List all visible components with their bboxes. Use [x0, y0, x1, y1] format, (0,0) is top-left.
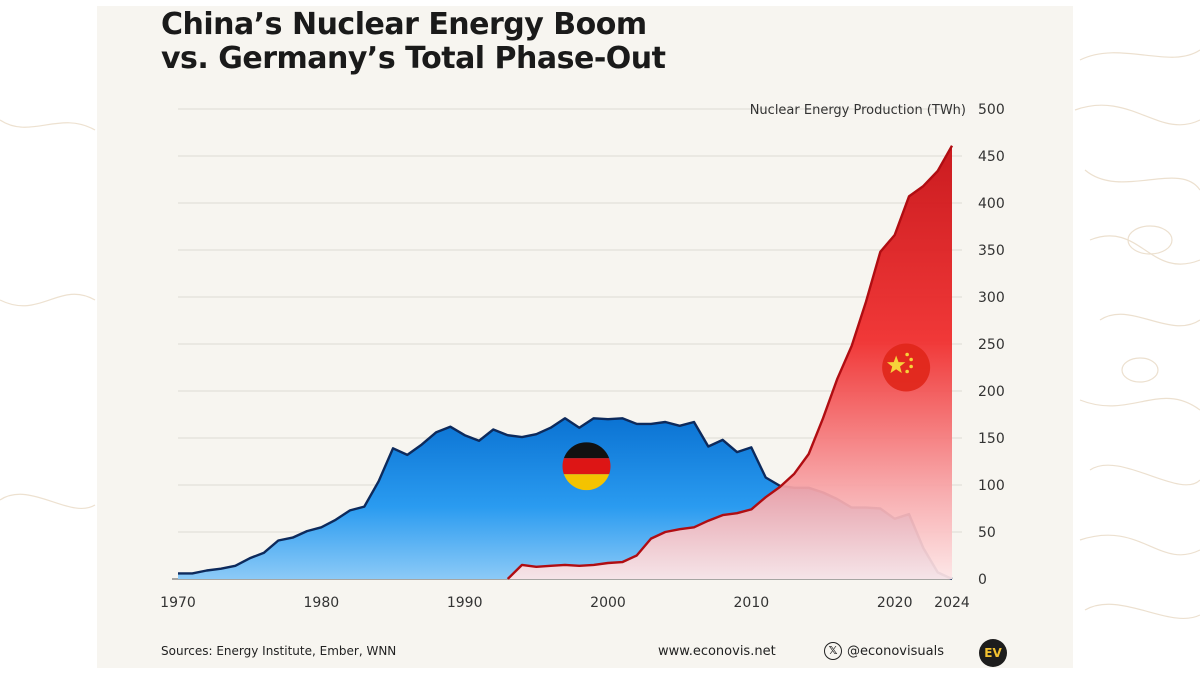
y-tick-label: 0 [978, 572, 987, 588]
y-tick-label: 50 [978, 525, 996, 541]
x-tick-label: 2024 [934, 595, 970, 611]
y-tick-label: 200 [978, 384, 1005, 400]
y-axis-label: Nuclear Energy Production (TWh) [750, 103, 966, 118]
y-tick-label: 250 [978, 337, 1005, 353]
x-tick-label: 2020 [877, 595, 913, 611]
x-tick-label: 2010 [734, 595, 770, 611]
title-line-1: China’s Nuclear Energy Boom [161, 7, 647, 42]
x-tick-label: 1980 [304, 595, 340, 611]
y-tick-label: 300 [978, 290, 1005, 306]
y-tick-label: 500 [978, 102, 1005, 118]
axis-ticks: 0 50 100 150 200 250 300 350 400 450 500 1970 1980 19… [160, 102, 1005, 611]
y-tick-label: 400 [978, 196, 1005, 212]
series-areas [178, 145, 954, 581]
infographic-card: China’s Nuclear Energy Boom vs. Germany’… [97, 6, 1073, 668]
y-tick-label: 350 [978, 243, 1005, 259]
sources-note: Sources: Energy Institute, Ember, WNN [161, 644, 397, 658]
chart-title: China’s Nuclear Energy Boom vs. Germany’… [161, 7, 666, 76]
y-tick-label: 450 [978, 149, 1005, 165]
social-handle[interactable]: @econovisuals [847, 644, 944, 659]
website-link[interactable]: www.econovis.net [658, 644, 776, 659]
x-tick-label: 1990 [447, 595, 483, 611]
china-flag-icon [882, 343, 931, 392]
x-logo-icon: 𝕏 [824, 642, 842, 660]
nuclear-production-chart: 0 50 100 150 200 250 300 350 400 450 500 1970 1980 19… [160, 102, 1005, 611]
y-tick-label: 150 [978, 431, 1005, 447]
china-line [506, 145, 954, 580]
x-tick-label: 1970 [160, 595, 196, 611]
x-tick-label: 2000 [590, 595, 626, 611]
china-area [507, 145, 952, 579]
title-line-2: vs. Germany’s Total Phase-Out [161, 41, 666, 76]
germany-flag-icon [562, 442, 611, 491]
econovis-logo: EV [979, 639, 1007, 667]
y-tick-label: 100 [978, 478, 1005, 494]
